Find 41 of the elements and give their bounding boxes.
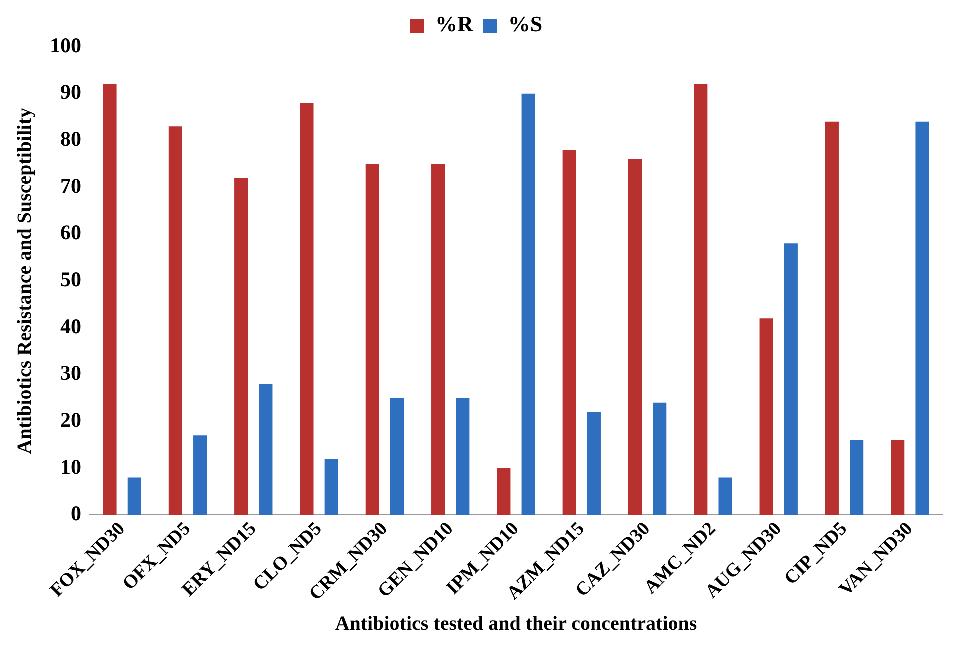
y-axis-title: Antibiotics Resistance and Susceptibility: [14, 108, 36, 454]
bar: [522, 94, 536, 516]
legend-label: %R: [435, 12, 474, 37]
legend-label: %S: [508, 12, 543, 37]
bar: [653, 402, 667, 516]
bar: [168, 126, 182, 516]
bar: [497, 468, 511, 516]
bar: [850, 440, 864, 516]
y-tick-label: 60: [60, 220, 82, 245]
bar: [760, 318, 774, 516]
y-tick-label: 70: [60, 174, 82, 198]
y-tick-label: 0: [71, 502, 82, 526]
y-tick-label: 20: [60, 408, 82, 432]
bar: [628, 159, 642, 516]
bar: [456, 398, 470, 516]
bar: [366, 164, 380, 516]
bar: [103, 84, 117, 516]
y-tick-label: 30: [60, 361, 82, 386]
bar: [694, 84, 708, 516]
y-tick-label: 40: [60, 314, 82, 338]
bar: [916, 122, 930, 516]
bar: [234, 178, 248, 516]
bar: [825, 122, 839, 516]
y-tick-label: 100: [50, 33, 82, 58]
bar: [432, 164, 446, 516]
bar: [128, 478, 142, 516]
bar: [891, 440, 905, 516]
y-tick-label: 80: [60, 127, 82, 152]
bar: [390, 398, 404, 516]
bar: [300, 103, 314, 516]
bar: [784, 244, 798, 516]
bar: [718, 478, 732, 516]
y-tick-label: 10: [60, 454, 82, 479]
y-tick-label: 90: [60, 80, 82, 104]
bar: [194, 436, 208, 516]
x-axis-title: Antibiotics tested and their concentrations: [335, 613, 698, 636]
bar: [587, 412, 601, 516]
y-tick-label: 50: [60, 268, 82, 292]
bar: [562, 150, 576, 516]
bar: [259, 384, 273, 516]
bar: [324, 459, 338, 516]
